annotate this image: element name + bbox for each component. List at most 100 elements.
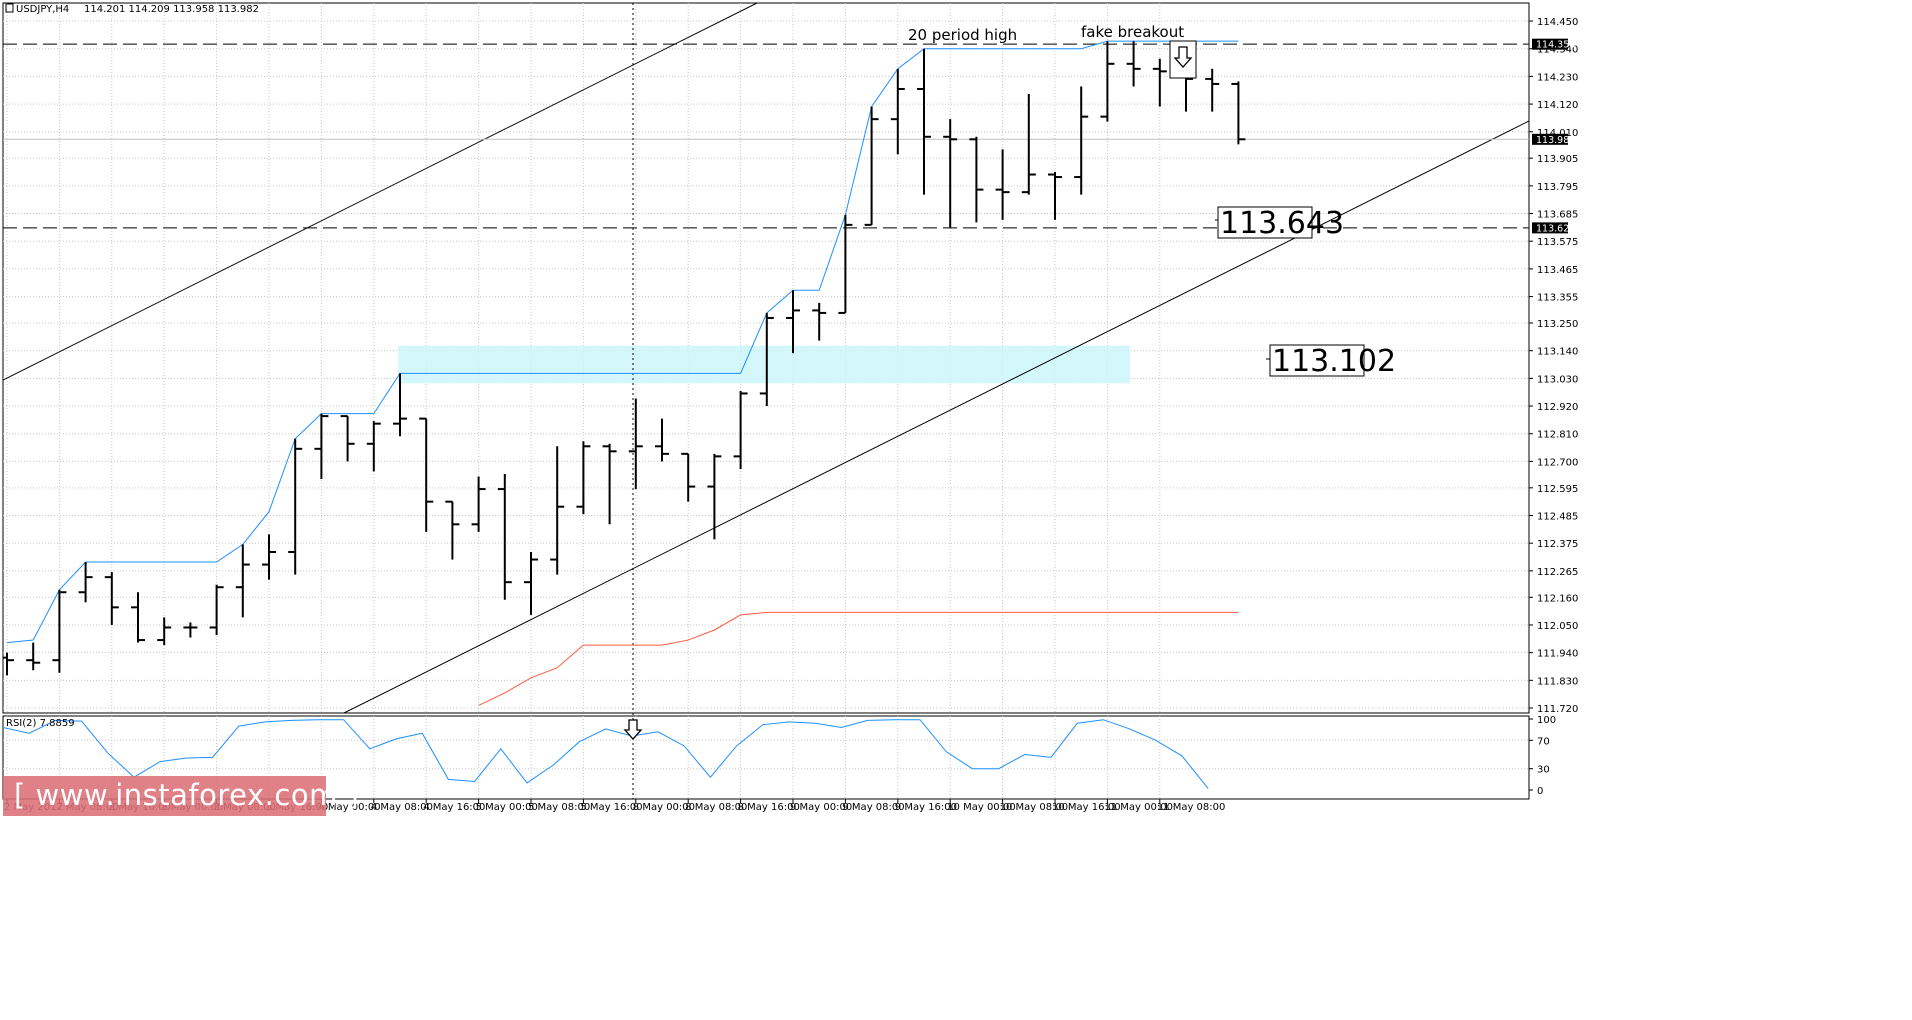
ohlc-bar <box>26 642 41 671</box>
time-tick-label: 10 May 16:00 <box>1052 802 1121 813</box>
annotation-20-period-high: 20 period high <box>908 26 1017 44</box>
time-tick-label: 10 May 08:00 <box>1000 802 1069 813</box>
time-tick-label: 9 May 08:00 <box>842 802 904 813</box>
price-tick-label: 112.485 <box>1537 511 1578 522</box>
ohlc-bar <box>471 476 486 532</box>
price-axis: 114.450114.340114.230114.120114.010113.9… <box>1529 17 1578 715</box>
ohlc-bar <box>550 446 565 575</box>
price-tick-label: 113.905 <box>1537 154 1578 165</box>
price-tick-label: 112.810 <box>1537 430 1578 441</box>
down-arrow-box-icon <box>1169 40 1197 79</box>
svg-text:113.102: 113.102 <box>1272 344 1396 379</box>
ohlc-bar <box>1021 94 1036 195</box>
support-zone <box>398 345 1130 384</box>
price-tick-label: 113.355 <box>1537 293 1578 304</box>
price-tick-label: 111.830 <box>1537 676 1578 687</box>
time-tick-label: 8 May 08:00 <box>685 802 747 813</box>
ohlc-bar <box>78 562 93 603</box>
ohlc-bar <box>183 622 198 638</box>
price-tick-label: 114.450 <box>1537 17 1578 28</box>
trend-channel <box>3 3 1529 713</box>
ohlc-bar <box>497 473 512 600</box>
ohlc-bar <box>655 418 669 462</box>
ohlc-bar <box>393 373 407 437</box>
price-tick-label: 113.465 <box>1537 265 1578 276</box>
ohlc-bar <box>1231 81 1246 145</box>
time-tick-label: 10 May 00:00 <box>947 802 1016 813</box>
ohlc-bar <box>157 617 172 646</box>
price-tick-label: 112.160 <box>1537 593 1578 604</box>
time-tick-label: 5 May 00:00 <box>476 802 538 813</box>
time-tick-label: 11 May 00:00 <box>1104 802 1173 813</box>
channel-upper-trendline <box>3 3 758 381</box>
ohlc-bar <box>628 398 643 490</box>
time-tick-label: 5 May 16:00 <box>580 802 642 813</box>
price-channel-upper-line <box>6 40 1239 644</box>
watermark-text: [ www.instaforex.com ] <box>14 778 360 812</box>
svg-text:114.358: 114.358 <box>1536 40 1575 51</box>
price-tick-label: 112.265 <box>1537 567 1578 578</box>
ohlc-bar <box>1100 41 1115 122</box>
price-tick-label: 114.340 <box>1537 45 1578 56</box>
time-tick-label: 4 May 16:00 <box>423 802 485 813</box>
rsi-header-label: RSI(2) 7.8859 <box>6 718 75 729</box>
symbol-marker-icon <box>5 3 14 13</box>
ohlc-bar <box>1048 172 1062 220</box>
ohlc-bar <box>602 443 617 525</box>
ohlc-bar <box>1152 58 1167 107</box>
annotation-fake-breakout: fake breakout <box>1081 23 1184 41</box>
ohlc-bar <box>52 589 67 673</box>
ohlc-bar <box>445 500 460 560</box>
ohlc-bar <box>314 413 329 480</box>
ohlc-bar <box>890 68 905 155</box>
rsi-down-arrow-icon <box>623 719 643 740</box>
time-tick-label: 8 May 00:00 <box>633 802 695 813</box>
time-tick-label: 5 May 08:00 <box>528 802 590 813</box>
price-tick-label: 114.230 <box>1537 72 1578 83</box>
current-price-tag: 113.982 <box>1532 133 1575 146</box>
ohlc-bar <box>681 452 696 502</box>
price-tick-label: 112.700 <box>1537 457 1578 468</box>
price-tick-label: 111.940 <box>1537 649 1578 660</box>
ohlc-values: 114.201 114.209 113.958 113.982 <box>84 4 259 15</box>
ohlc-bar <box>969 136 984 223</box>
time-tick-label: 9 May 00:00 <box>790 802 852 813</box>
svg-text:113.982: 113.982 <box>1536 135 1575 146</box>
rsi-tick-label: 100 <box>1537 715 1556 726</box>
ohlc-bar <box>576 441 591 515</box>
price-tick-label: 113.140 <box>1537 347 1578 358</box>
time-tick-label: 4 May 00:00 <box>318 802 380 813</box>
ohlc-bar <box>733 390 748 469</box>
price-tick-label: 113.575 <box>1537 237 1578 248</box>
level-label-113102: 113.102 <box>1266 344 1396 379</box>
ohlc-bar <box>1074 86 1089 195</box>
price-tick-label: 113.030 <box>1537 374 1578 385</box>
price-tick-label: 112.050 <box>1537 621 1578 632</box>
price-channel-lower-line <box>478 611 1239 706</box>
ohlc-bar <box>943 119 958 228</box>
ohlc-bar <box>340 415 355 462</box>
time-tick-label: 8 May 16:00 <box>738 802 800 813</box>
ohlc-bar <box>917 48 931 195</box>
ohlc-bar <box>864 106 879 226</box>
price-tick-label: 113.795 <box>1537 182 1578 193</box>
ohlc-bar <box>131 592 145 643</box>
rsi-line <box>2 719 1209 789</box>
ohlc-bar <box>1205 68 1220 112</box>
price-tick-label: 112.920 <box>1537 402 1578 413</box>
rsi-tick-label: 70 <box>1537 736 1550 747</box>
price-tick-label: 112.375 <box>1537 539 1578 550</box>
time-tick-label: 9 May 16:00 <box>895 802 957 813</box>
rsi-tick-label: 30 <box>1537 765 1550 776</box>
price-tick-label: 111.720 <box>1537 704 1578 715</box>
level-lower-tag: 113.628 <box>1532 222 1575 234</box>
ohlc-bar <box>3 652 14 676</box>
level-label-113643: 113.643 <box>1215 206 1344 241</box>
ohlc-bar <box>366 421 381 472</box>
level-upper-tag: 114.358 <box>1532 38 1575 51</box>
channel-lower-trendline <box>343 120 1529 713</box>
price-tick-label: 114.120 <box>1537 100 1578 111</box>
time-tick-label: 11 May 08:00 <box>1157 802 1226 813</box>
